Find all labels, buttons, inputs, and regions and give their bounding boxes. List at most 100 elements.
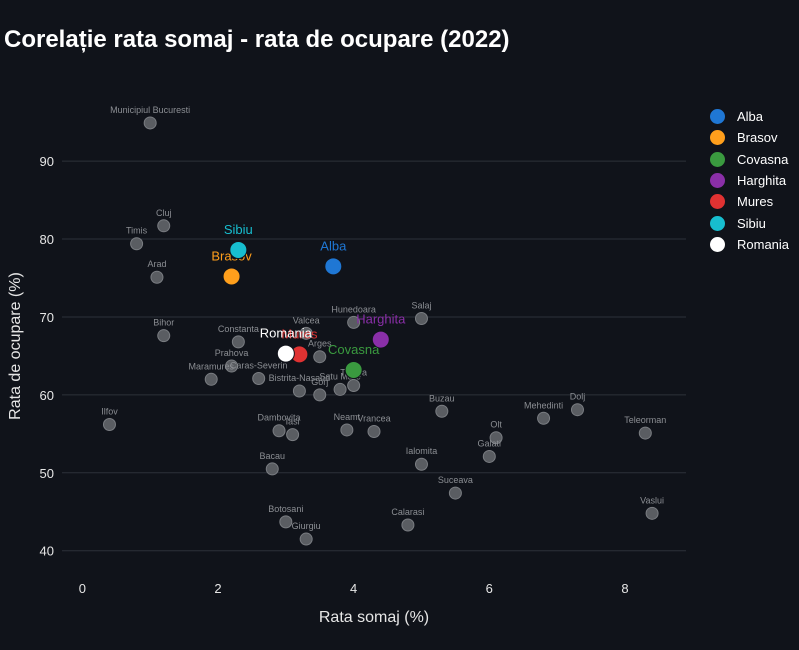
highlight-point-label: Mures [281,326,318,341]
county-point[interactable] [340,423,354,437]
county-point[interactable] [157,329,171,343]
county-point-label: Arges [308,339,332,349]
county-point-label: Dolj [570,392,586,402]
county-point-label: Giurgiu [292,521,321,531]
county-point[interactable] [102,417,116,431]
highlight-point-alba[interactable] [324,257,343,276]
county-point[interactable] [570,403,584,417]
county-point[interactable] [292,384,306,398]
county-point[interactable] [367,425,381,439]
county-point[interactable] [414,312,428,326]
county-point[interactable] [225,359,239,373]
background-points: Municipiul Bucuresti Timis Cluj Arad Bihor Co… [101,105,666,546]
county-point-label: Satu Mare [319,371,361,381]
legend-swatch [710,130,725,146]
highlight-point-brasov[interactable] [222,267,241,286]
chart-title: Corelație rata somaj - rata de ocupare (… [4,26,510,53]
legend-label: Sibiu [737,215,766,231]
county-point-label: Botosani [268,504,303,514]
highlight-point-label: Harghita [356,312,406,327]
legend-label: Brasov [737,130,778,146]
legend-swatch [710,109,725,125]
highlight-point-label: Alba [320,238,347,253]
highlight-point-romania[interactable] [276,344,295,363]
axis-ticks: 40 50 60 70 80 90 0 2 4 6 8 [40,154,629,596]
county-point[interactable] [537,411,551,425]
legend-item-harghita[interactable]: Harghita [710,170,789,191]
county-point-label: Cluj [156,208,172,218]
county-point[interactable] [279,515,293,529]
legend-item-covasna[interactable]: Covasna [710,149,789,170]
county-point-label: Dambovita [258,413,301,423]
county-point[interactable] [286,428,300,442]
x-tick-label: 8 [621,581,628,596]
county-point[interactable] [489,431,503,445]
county-point-label: Valcea [293,315,320,325]
highlight-point-harghita[interactable] [371,330,390,349]
county-point-label: Mehedinti [524,400,563,410]
county-point[interactable] [414,457,428,471]
county-point[interactable] [157,219,171,233]
y-tick-label: 40 [40,544,54,559]
county-point[interactable] [401,518,415,532]
legend-swatch [710,236,725,252]
county-point-label: Salaj [411,301,431,311]
county-point[interactable] [299,326,313,340]
county-point[interactable] [638,426,652,440]
highlighted-points: AlbaBrasovCovasnaHarghitaMuresSibiuRoman… [211,222,406,379]
x-tick-label: 0 [79,581,86,596]
y-axis-label: Rata de ocupare (%) [7,272,24,420]
county-point[interactable] [265,462,279,476]
y-tick-label: 80 [40,232,54,247]
county-point-label: Caras-Severin [230,361,288,371]
county-point[interactable] [347,379,361,393]
legend-item-romania[interactable]: Romania [710,234,789,255]
county-point-label: Gorj [311,377,328,387]
county-point-label: Vaslui [640,495,664,505]
county-point[interactable] [252,372,266,386]
county-point[interactable] [204,372,218,386]
county-point[interactable] [482,449,496,463]
county-point[interactable] [435,404,449,418]
county-point[interactable] [333,382,347,396]
county-point-label: Ialomita [406,446,438,456]
county-point-label: Calarasi [391,507,424,517]
county-point-label: Olt [490,420,502,430]
county-point[interactable] [143,116,157,130]
county-point[interactable] [272,424,286,438]
county-point-label: Buzau [429,393,455,403]
y-tick-label: 70 [40,310,54,325]
grid-lines [62,160,686,552]
county-point-label: Teleorman [624,415,666,425]
legend: Alba Brasov Covasna Harghita Mures Sibiu Roman… [710,106,789,255]
legend-swatch [710,173,725,189]
highlight-point-sibiu[interactable] [229,240,248,259]
x-tick-label: 4 [350,581,357,596]
legend-swatch [710,215,725,231]
legend-item-sibiu[interactable]: Sibiu [710,212,789,233]
county-point[interactable] [448,486,462,500]
highlight-point-covasna[interactable] [344,360,363,379]
county-point-label: Hunedoara [331,304,376,314]
county-point-label: Bacau [259,451,285,461]
county-point[interactable] [313,350,327,364]
county-point-label: Arad [147,259,166,269]
legend-item-mures[interactable]: Mures [710,191,789,212]
legend-item-alba[interactable]: Alba [710,106,789,127]
legend-label: Mures [737,194,774,210]
county-point[interactable] [645,506,659,520]
county-point[interactable] [347,315,361,329]
y-tick-label: 60 [40,388,54,403]
legend-label: Covasna [737,151,789,167]
highlight-point-label: Sibiu [224,222,253,237]
legend-item-brasov[interactable]: Brasov [710,127,789,148]
county-point[interactable] [299,532,313,546]
county-point[interactable] [130,237,144,251]
county-point[interactable] [150,270,164,284]
county-point[interactable] [231,335,245,349]
x-tick-label: 6 [486,581,493,596]
county-point[interactable] [313,388,327,402]
x-axis-label: Rata somaj (%) [319,609,429,626]
county-point-label: Vrancea [357,414,390,424]
